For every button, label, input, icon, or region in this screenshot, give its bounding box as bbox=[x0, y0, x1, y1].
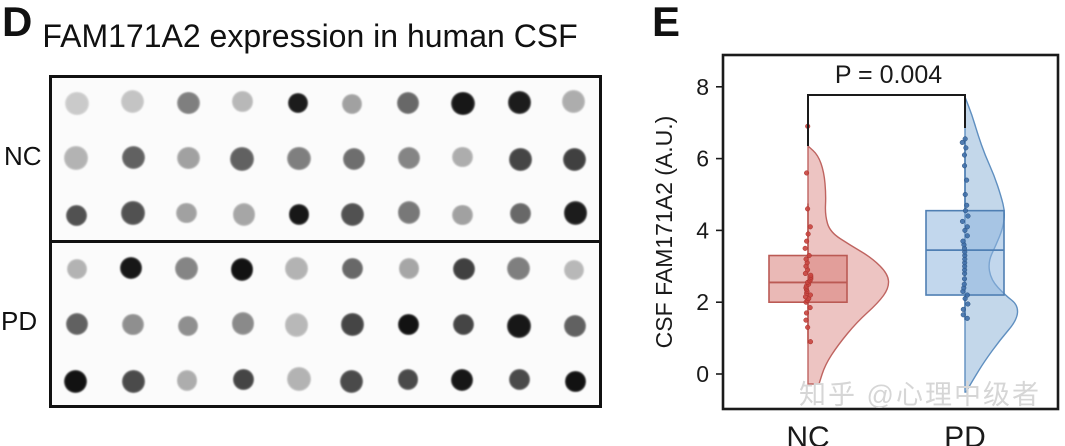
svg-text:知乎 @心理中级者: 知乎 @心理中级者 bbox=[799, 380, 1041, 410]
svg-text:6: 6 bbox=[696, 146, 709, 172]
svg-text:2: 2 bbox=[696, 289, 709, 315]
svg-text:CSF FAM171A2 (A.U.): CSF FAM171A2 (A.U.) bbox=[651, 116, 677, 349]
svg-text:4: 4 bbox=[696, 217, 709, 243]
svg-text:PD: PD bbox=[944, 421, 986, 446]
svg-text:0: 0 bbox=[696, 361, 709, 387]
svg-text:NC: NC bbox=[786, 421, 829, 446]
svg-text:8: 8 bbox=[696, 74, 709, 100]
svg-text:P = 0.004: P = 0.004 bbox=[835, 61, 942, 89]
